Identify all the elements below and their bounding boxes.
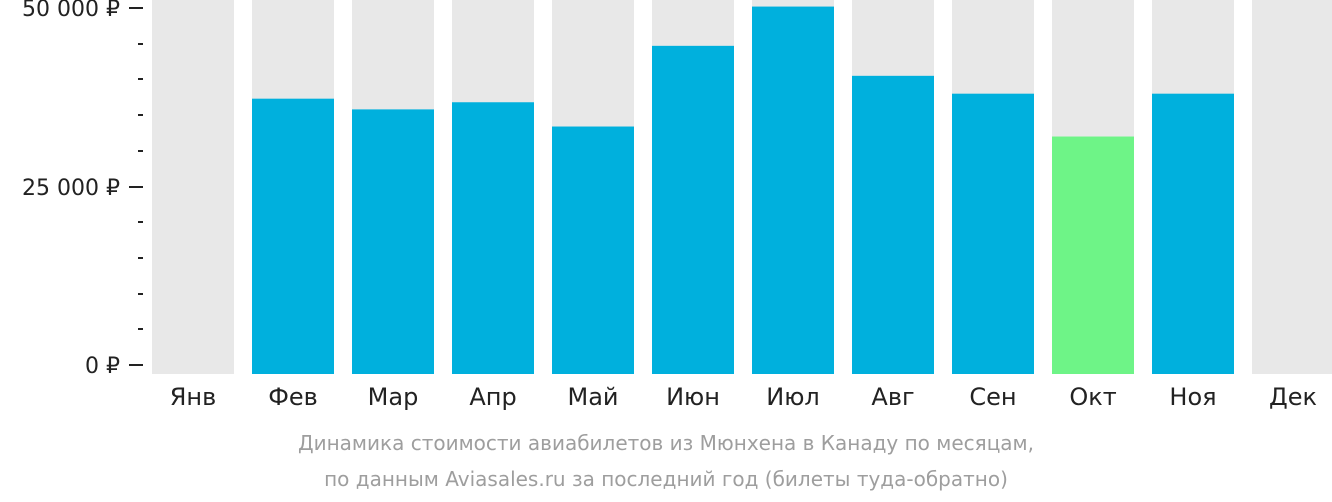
x-tick-label-1: Янв	[170, 383, 217, 411]
x-tick-label-4: Апр	[469, 383, 516, 411]
y-tick-label-2: 25 000 ₽	[22, 176, 120, 201]
x-tick-label-10: Окт	[1069, 383, 1116, 411]
x-tick-label-6: Июн	[666, 383, 720, 411]
bar-6	[652, 45, 734, 374]
bar-background-1	[152, 0, 234, 374]
bar-9	[952, 93, 1034, 375]
chart-caption-line2: по данным Aviasales.ru за последний год …	[324, 467, 1008, 491]
bar-5	[552, 126, 634, 374]
x-tick-label-11: Ноя	[1169, 383, 1216, 411]
x-tick-label-9: Сен	[969, 383, 1016, 411]
x-tick-label-3: Мар	[368, 383, 419, 411]
chart-caption-line1: Динамика стоимости авиабилетов из Мюнхен…	[297, 431, 1035, 455]
bar-7	[752, 6, 834, 375]
x-tick-label-7: Июл	[766, 383, 820, 411]
bar-10	[1052, 136, 1134, 374]
x-tick-label-8: Авг	[871, 383, 914, 411]
bar-8	[852, 75, 934, 374]
x-tick-label-12: Дек	[1269, 383, 1317, 411]
bar-4	[452, 102, 534, 375]
bar-2	[252, 98, 334, 374]
chart-svg: Янв Фев Мар Апр Май Июн Июл Авг Сен Окт Ноя Дек 0 ₽ 2…	[22, 0, 1332, 411]
bar-11	[1152, 93, 1234, 375]
bar-background-12	[1252, 0, 1332, 374]
x-tick-label-2: Фев	[268, 383, 318, 411]
y-tick-label-3: 50 000 ₽	[22, 0, 120, 22]
y-tick-label-1: 0 ₽	[85, 354, 120, 379]
bar-3	[352, 109, 434, 374]
x-tick-label-5: Май	[567, 383, 618, 411]
